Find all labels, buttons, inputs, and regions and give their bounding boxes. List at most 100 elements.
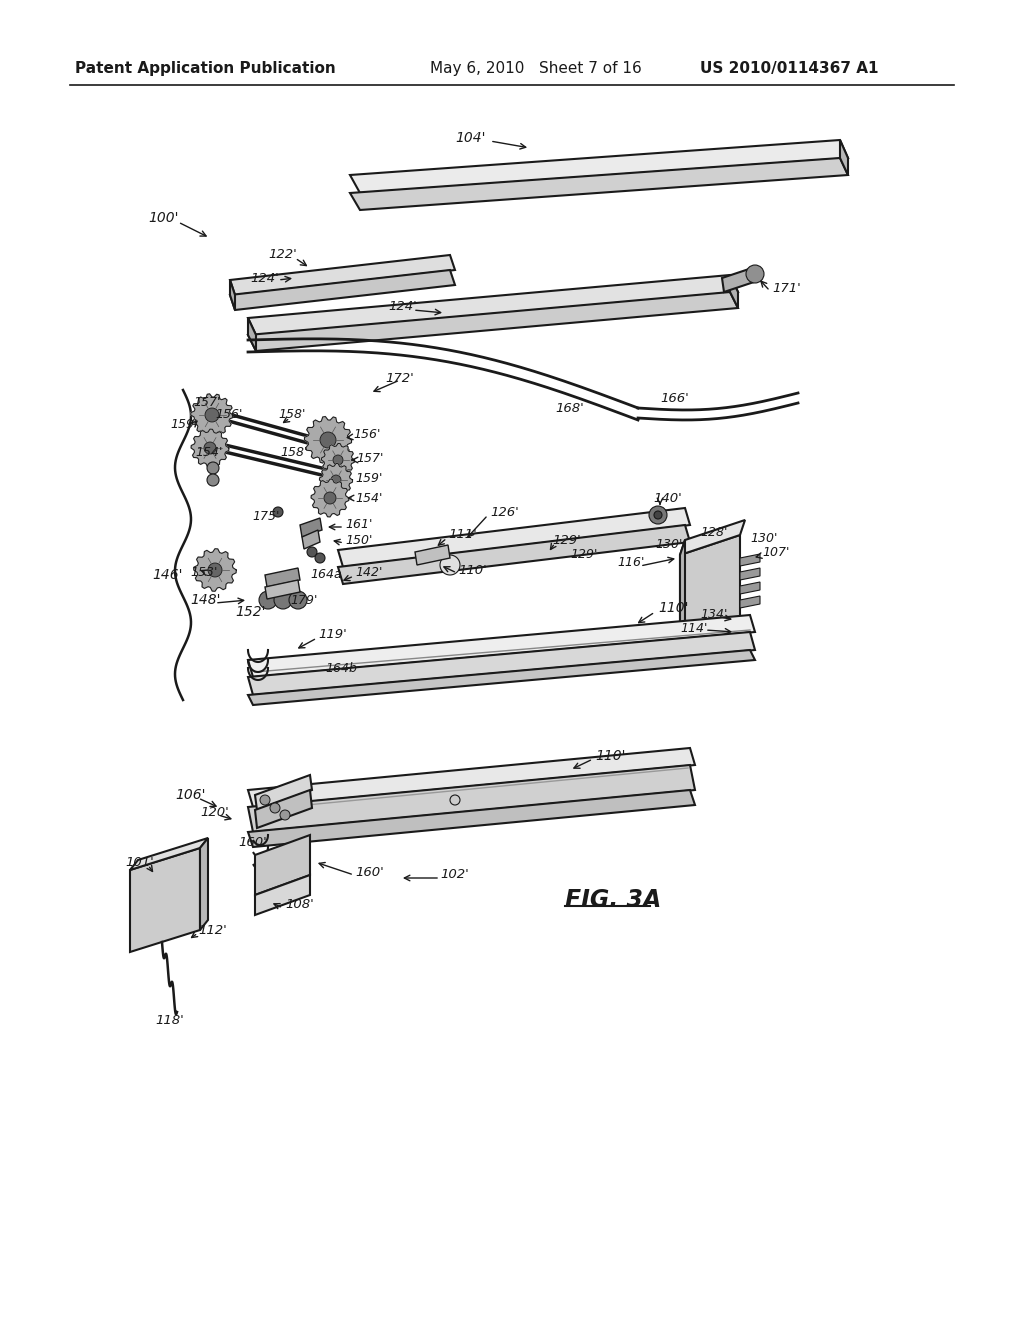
- Circle shape: [260, 795, 270, 805]
- Polygon shape: [302, 531, 319, 549]
- Circle shape: [319, 432, 336, 447]
- Polygon shape: [722, 268, 754, 292]
- Text: 159': 159': [355, 471, 382, 484]
- Text: 124': 124': [388, 301, 417, 314]
- Text: 111': 111': [449, 528, 477, 541]
- Text: 110': 110': [458, 564, 486, 577]
- Circle shape: [274, 591, 292, 609]
- Circle shape: [440, 554, 460, 576]
- Text: 126': 126': [490, 506, 519, 519]
- Polygon shape: [840, 140, 848, 176]
- Circle shape: [208, 564, 222, 577]
- Circle shape: [324, 492, 336, 504]
- Polygon shape: [248, 275, 738, 335]
- Text: 164a: 164a: [310, 569, 342, 582]
- Text: 119': 119': [318, 628, 347, 642]
- Text: Patent Application Publication: Patent Application Publication: [75, 61, 336, 75]
- Text: 114': 114': [680, 622, 708, 635]
- Polygon shape: [730, 275, 738, 308]
- Polygon shape: [319, 463, 352, 496]
- Polygon shape: [230, 271, 455, 310]
- Polygon shape: [311, 479, 349, 517]
- Circle shape: [207, 462, 219, 474]
- Text: 102': 102': [440, 869, 469, 882]
- Text: May 6, 2010   Sheet 7 of 16: May 6, 2010 Sheet 7 of 16: [430, 61, 642, 75]
- Polygon shape: [740, 568, 760, 579]
- Polygon shape: [338, 525, 690, 583]
- Circle shape: [289, 591, 307, 609]
- Text: 153': 153': [190, 565, 217, 578]
- Text: 101': 101': [125, 855, 154, 869]
- Polygon shape: [248, 632, 755, 696]
- Polygon shape: [248, 615, 755, 677]
- Text: FIG. 3A: FIG. 3A: [565, 888, 662, 912]
- Text: 112': 112': [198, 924, 226, 936]
- Circle shape: [270, 803, 280, 813]
- Polygon shape: [680, 535, 740, 640]
- Text: 150': 150': [345, 533, 373, 546]
- Circle shape: [204, 442, 216, 454]
- Text: 110': 110': [595, 748, 626, 763]
- Text: 154': 154': [195, 446, 222, 458]
- Text: 158': 158': [280, 446, 307, 458]
- Circle shape: [746, 265, 764, 282]
- Circle shape: [273, 507, 283, 517]
- Circle shape: [207, 474, 219, 486]
- Circle shape: [205, 408, 219, 422]
- Text: 158': 158': [278, 408, 305, 421]
- Text: US 2010/0114367 A1: US 2010/0114367 A1: [700, 61, 879, 75]
- Polygon shape: [350, 140, 848, 193]
- Text: 166': 166': [660, 392, 689, 404]
- Polygon shape: [740, 554, 760, 566]
- Text: 129': 129': [552, 533, 581, 546]
- Polygon shape: [248, 292, 738, 351]
- Text: 161': 161': [345, 517, 373, 531]
- Polygon shape: [200, 838, 208, 931]
- Polygon shape: [248, 766, 695, 832]
- Circle shape: [654, 511, 662, 519]
- Text: 120': 120': [200, 805, 228, 818]
- Polygon shape: [680, 520, 745, 554]
- Text: 160': 160': [355, 866, 384, 879]
- Text: 128': 128': [700, 527, 727, 540]
- Text: 122': 122': [268, 248, 297, 261]
- Text: 171': 171': [772, 281, 801, 294]
- Circle shape: [450, 795, 460, 805]
- Polygon shape: [248, 649, 755, 705]
- Polygon shape: [740, 582, 760, 594]
- Polygon shape: [130, 847, 200, 952]
- Text: 106': 106': [175, 788, 206, 803]
- Text: 107': 107': [762, 546, 790, 560]
- Text: 152': 152': [234, 605, 265, 619]
- Polygon shape: [255, 789, 312, 828]
- Circle shape: [280, 810, 290, 820]
- Polygon shape: [230, 280, 234, 310]
- Polygon shape: [190, 393, 233, 436]
- Polygon shape: [230, 255, 455, 294]
- Circle shape: [649, 506, 667, 524]
- Polygon shape: [338, 508, 690, 568]
- Text: 172': 172': [385, 371, 414, 384]
- Text: 134': 134': [700, 609, 727, 622]
- Polygon shape: [248, 318, 256, 351]
- Text: 179': 179': [290, 594, 317, 606]
- Text: 156': 156': [353, 429, 380, 441]
- Polygon shape: [350, 158, 848, 210]
- Polygon shape: [255, 775, 312, 810]
- Text: 148': 148': [190, 593, 220, 607]
- Polygon shape: [191, 429, 229, 467]
- Polygon shape: [265, 568, 300, 587]
- Text: 157': 157': [193, 396, 220, 408]
- Text: 100': 100': [148, 211, 178, 224]
- Polygon shape: [248, 789, 695, 847]
- Circle shape: [259, 591, 278, 609]
- Text: 164b: 164b: [325, 661, 357, 675]
- Text: 104': 104': [455, 131, 485, 145]
- Text: 175': 175': [252, 510, 280, 523]
- Text: 159': 159': [170, 418, 198, 432]
- Polygon shape: [130, 838, 208, 870]
- Polygon shape: [740, 597, 760, 609]
- Text: 156': 156': [215, 408, 243, 421]
- Text: 157': 157': [356, 451, 383, 465]
- Text: 124': 124': [250, 272, 279, 285]
